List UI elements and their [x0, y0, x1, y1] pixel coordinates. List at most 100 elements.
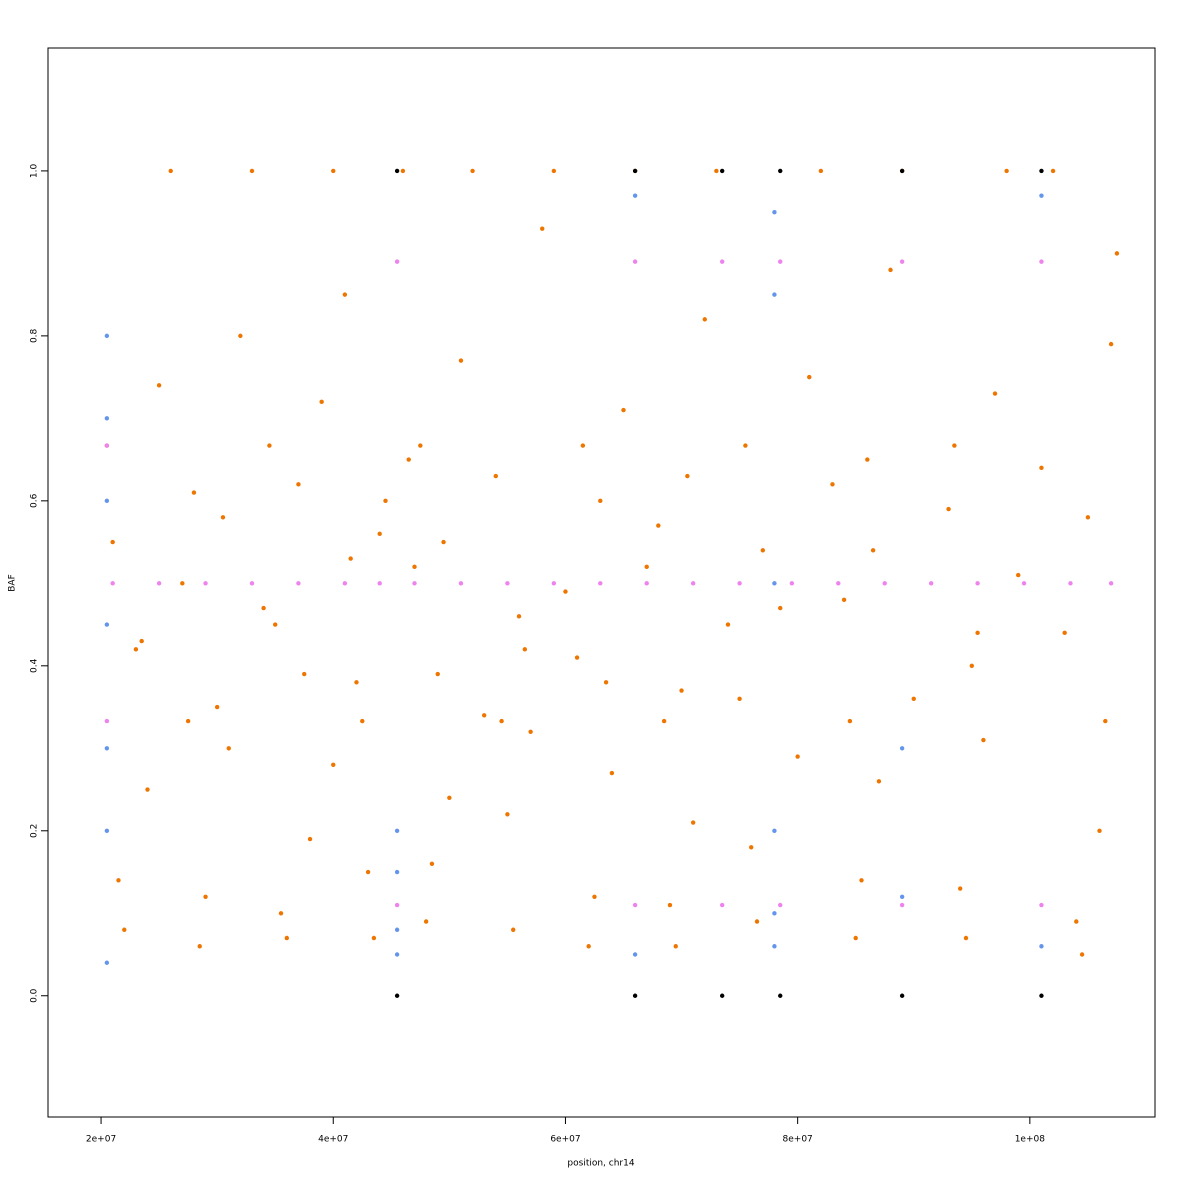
point	[540, 226, 545, 231]
point	[104, 622, 110, 627]
point	[580, 443, 586, 448]
point	[1097, 828, 1102, 833]
point	[749, 845, 754, 850]
point	[888, 267, 893, 273]
point	[1103, 718, 1108, 724]
point	[598, 581, 603, 586]
point	[719, 168, 725, 174]
point	[418, 443, 423, 448]
point	[180, 581, 185, 586]
point	[238, 333, 243, 339]
point	[644, 581, 649, 586]
point	[1062, 630, 1067, 636]
point	[632, 902, 638, 908]
point	[772, 828, 777, 833]
point	[458, 358, 464, 363]
point	[992, 391, 998, 396]
point	[493, 473, 498, 479]
point	[406, 457, 411, 462]
point	[899, 746, 905, 751]
point	[899, 259, 905, 264]
point	[760, 548, 766, 553]
point	[284, 935, 290, 941]
point	[661, 718, 667, 724]
point	[574, 655, 580, 660]
point	[737, 696, 742, 702]
y-axis-label: BAF	[8, 574, 18, 592]
point	[1068, 581, 1073, 586]
point	[319, 399, 324, 405]
point	[975, 581, 980, 586]
point	[1108, 581, 1114, 586]
point	[261, 605, 266, 611]
point	[394, 993, 400, 998]
point	[830, 482, 835, 487]
point	[981, 737, 986, 743]
point	[1039, 944, 1044, 949]
point	[296, 581, 301, 586]
point	[870, 548, 876, 553]
point	[969, 663, 974, 669]
point	[754, 919, 760, 924]
point	[690, 581, 696, 586]
point	[702, 317, 707, 322]
point	[685, 473, 690, 479]
point	[470, 168, 475, 174]
point	[104, 443, 110, 448]
point	[1039, 259, 1044, 264]
point	[377, 531, 382, 537]
point	[273, 622, 278, 627]
point	[963, 935, 969, 941]
point	[772, 911, 777, 916]
point	[818, 168, 824, 174]
point	[592, 894, 597, 899]
point	[598, 498, 603, 504]
point	[899, 993, 905, 998]
point	[423, 919, 429, 924]
x-tick-label: 6e+07	[550, 1135, 580, 1145]
point	[667, 902, 673, 908]
point	[168, 168, 173, 174]
point	[609, 770, 615, 776]
point	[778, 605, 783, 611]
point	[928, 581, 934, 586]
point	[394, 902, 400, 908]
point	[156, 581, 162, 586]
point	[104, 746, 110, 751]
point	[394, 952, 400, 957]
point	[853, 935, 858, 941]
point	[1039, 168, 1044, 174]
point	[528, 729, 533, 734]
point	[249, 581, 255, 586]
point	[394, 168, 400, 174]
point	[1039, 465, 1044, 471]
point	[714, 168, 719, 174]
point	[789, 581, 795, 586]
point	[481, 713, 487, 718]
point	[214, 704, 220, 710]
point	[458, 581, 464, 586]
y-tick-label: 0.0	[30, 988, 40, 1003]
point	[737, 581, 742, 586]
point	[505, 812, 510, 817]
point	[447, 795, 452, 800]
point	[1016, 572, 1021, 578]
point	[719, 259, 725, 264]
point	[632, 259, 638, 264]
point	[725, 622, 731, 627]
point	[772, 209, 777, 215]
x-tick-label: 1e+08	[1015, 1135, 1046, 1145]
point	[807, 374, 812, 380]
y-tick-label: 1.0	[30, 163, 40, 178]
point	[342, 292, 348, 297]
point	[673, 944, 678, 949]
point	[586, 944, 591, 949]
point	[203, 894, 208, 899]
point	[400, 168, 406, 174]
point	[836, 581, 841, 586]
point	[778, 168, 783, 174]
point	[278, 911, 284, 916]
point	[847, 718, 853, 724]
point	[122, 927, 127, 932]
point	[778, 902, 783, 908]
